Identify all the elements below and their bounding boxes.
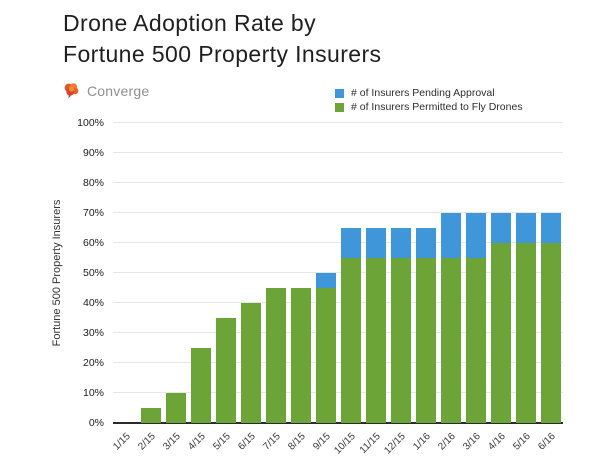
y-tick-label-20: 20% xyxy=(82,357,104,369)
bar-permitted-10/15 xyxy=(340,258,361,423)
legend-swatch-permitted-icon xyxy=(335,102,344,112)
bar-permitted-6/16 xyxy=(540,243,561,423)
bar-permitted-4/15 xyxy=(190,348,211,423)
y-tick-label-80: 80% xyxy=(82,177,104,189)
bar-permitted-6/15 xyxy=(240,303,261,423)
legend: # of Insurers Pending Approval # of Insu… xyxy=(335,87,523,113)
gridline-100 xyxy=(113,122,563,123)
page-title: Drone Adoption Rate by Fortune 500 Prope… xyxy=(63,8,381,70)
y-tick-label-10: 10% xyxy=(82,387,104,399)
y-tick-label-0: 0% xyxy=(88,417,104,429)
bar-permitted-3/16 xyxy=(465,258,486,423)
bar-permitted-12/15 xyxy=(390,258,411,423)
bar-permitted-7/15 xyxy=(265,288,286,423)
bar-pending-6/16 xyxy=(540,213,561,243)
converge-logo-text: Converge xyxy=(87,82,150,99)
gridline-80 xyxy=(113,182,563,183)
title-line-1: Drone Adoption Rate by xyxy=(63,10,317,36)
y-tick-label-40: 40% xyxy=(82,297,104,309)
y-tick-label-100: 100% xyxy=(77,117,104,129)
gridline-10 xyxy=(113,392,563,393)
bar-permitted-4/16 xyxy=(490,243,511,423)
bar-pending-3/16 xyxy=(465,213,486,258)
bar-pending-1/16 xyxy=(415,228,436,258)
bar-permitted-9/15 xyxy=(315,288,336,423)
legend-row-pending: # of Insurers Pending Approval xyxy=(335,87,523,99)
legend-label-pending: # of Insurers Pending Approval xyxy=(351,87,495,99)
legend-row-permitted: # of Insurers Permitted to Fly Drones xyxy=(335,101,523,113)
bar-permitted-5/15 xyxy=(215,318,236,423)
bar-permitted-11/15 xyxy=(365,258,386,423)
y-tick-label-30: 30% xyxy=(82,327,104,339)
gridline-70 xyxy=(113,212,563,213)
bar-pending-12/15 xyxy=(390,228,411,258)
y-tick-label-60: 60% xyxy=(82,237,104,249)
bar-permitted-2/15 xyxy=(140,408,161,423)
brain-icon xyxy=(62,81,81,100)
gridline-90 xyxy=(113,152,563,153)
gridline-40 xyxy=(113,302,563,303)
gridline-60 xyxy=(113,242,563,243)
bar-permitted-2/16 xyxy=(440,258,461,423)
bar-permitted-8/15 xyxy=(290,288,311,423)
title-line-2: Fortune 500 Property Insurers xyxy=(63,41,382,67)
x-axis-line xyxy=(113,422,563,424)
converge-logo: Converge xyxy=(62,81,149,100)
gridline-30 xyxy=(113,332,563,333)
bar-pending-11/15 xyxy=(365,228,386,258)
bar-pending-10/15 xyxy=(340,228,361,258)
bar-pending-4/16 xyxy=(490,213,511,243)
y-tick-label-70: 70% xyxy=(82,207,104,219)
gridline-50 xyxy=(113,272,563,273)
gridline-20 xyxy=(113,362,563,363)
legend-swatch-pending-icon xyxy=(335,88,344,98)
bar-permitted-5/16 xyxy=(515,243,536,423)
bar-pending-2/16 xyxy=(440,213,461,258)
bar-permitted-3/15 xyxy=(165,393,186,423)
bar-pending-9/15 xyxy=(315,273,336,288)
bar-permitted-1/16 xyxy=(415,258,436,423)
plot-area: Fortune 500 Property Insurers 0% 10% 20% 30… xyxy=(51,117,563,456)
y-tick-label-90: 90% xyxy=(82,147,104,159)
y-tick-label-50: 50% xyxy=(82,267,104,279)
bar-pending-5/16 xyxy=(515,213,536,243)
legend-label-permitted: # of Insurers Permitted to Fly Drones xyxy=(351,101,523,113)
